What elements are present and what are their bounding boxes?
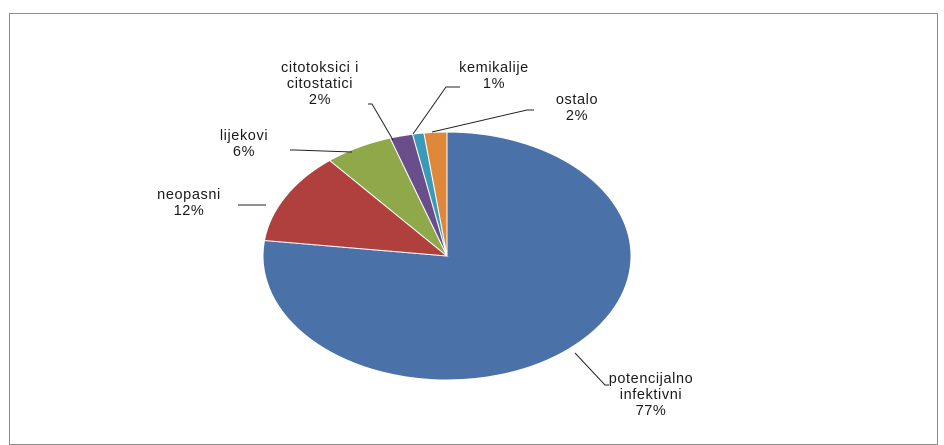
slice-value-label: 2%: [309, 92, 331, 108]
slice-value-label: 6%: [233, 144, 255, 160]
pie-slices: [262, 131, 632, 381]
slice-label-kemikalije: kemikalije 1%: [459, 60, 529, 92]
slice-label-lijekovi: lijekovi 6%: [220, 128, 268, 160]
slice-name-line: citostatici: [287, 76, 353, 92]
leader-line-kemikalije: [412, 86, 460, 135]
label-leader-lines: [238, 86, 609, 386]
slice-label-ostalo: ostalo 2%: [556, 92, 598, 124]
leader-line-ostalo: [431, 109, 534, 133]
slice-label-neopasni: neopasni 12%: [157, 187, 221, 219]
leader-line-lijekovi: [290, 149, 353, 153]
slice-name-line: lijekovi: [220, 128, 268, 144]
leader-line-citotoksici-i-citostatici: [368, 103, 394, 141]
leader-line-potencijalno-infektivni: [574, 352, 609, 386]
slice-name-line: kemikalije: [459, 60, 529, 76]
slice-label-potencijalno-infektivni: potencijalno infektivni 77%: [609, 371, 694, 419]
slice-value-label: 2%: [566, 108, 588, 124]
slice-name-line: neopasni: [157, 187, 221, 203]
pie-slice-potencijalno-infektivni: [262, 131, 632, 381]
slice-value-label: 77%: [636, 403, 667, 419]
pie-slice-ostalo: [423, 131, 448, 257]
slice-name-line: potencijalno: [609, 371, 694, 387]
slice-name-line: infektivni: [620, 387, 682, 403]
pie-slice-neopasni: [263, 159, 449, 257]
slice-label-citotoksici-i-citostatici: citotoksici i citostatici 2%: [281, 60, 359, 108]
slice-value-label: 12%: [174, 203, 205, 219]
slice-labels: potencijalno infektivni 77% neopasni 12% lije…: [157, 60, 693, 419]
slice-name-line: citotoksici i: [281, 60, 359, 76]
slice-name-line: ostalo: [556, 92, 598, 108]
slice-value-label: 1%: [483, 76, 505, 92]
